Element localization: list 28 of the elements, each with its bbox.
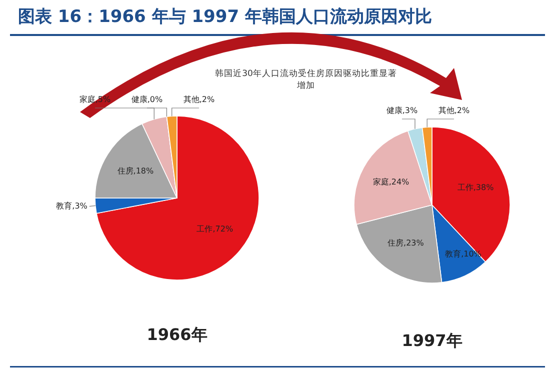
text: 1997年 xyxy=(402,331,462,350)
slice-label: 工作 xyxy=(196,224,213,234)
data-label: ,5% xyxy=(95,95,112,104)
slice-label: 教育 xyxy=(445,250,462,259)
data-label: ,3% xyxy=(402,106,418,115)
text: 图表 16：1966 年与 1997 年韩国人口流动原因对比 xyxy=(18,7,432,27)
text: 1966年 xyxy=(146,325,208,344)
data-label: ,2% xyxy=(199,95,216,104)
slice-label: 其他 xyxy=(438,106,454,115)
slice-label: 家庭 xyxy=(372,178,389,187)
slice-label: 住房 xyxy=(388,238,404,248)
data-label: ,72% xyxy=(212,224,234,234)
slice-label: 住房 xyxy=(117,166,134,176)
text: 韩国近30年人口流动受住房原因驱动比重显著增加 xyxy=(215,68,397,91)
text: ,0% xyxy=(147,95,163,104)
data-label: ,24% xyxy=(388,178,410,187)
slice-label: 家庭 xyxy=(79,95,96,104)
data-label: ,38% xyxy=(473,182,494,192)
category-label: 健康 xyxy=(131,95,148,104)
slice-label: 工作 xyxy=(457,182,474,192)
data-label: ,2% xyxy=(454,106,470,115)
data-label: ,3% xyxy=(72,201,88,210)
slice-label: 其他 xyxy=(183,95,200,104)
slice-label: 教育 xyxy=(56,201,72,210)
data-label: ,23% xyxy=(404,238,424,248)
pie-slice xyxy=(96,116,260,280)
data-label: ,18% xyxy=(133,166,154,176)
slice-label: 健康 xyxy=(386,106,402,115)
